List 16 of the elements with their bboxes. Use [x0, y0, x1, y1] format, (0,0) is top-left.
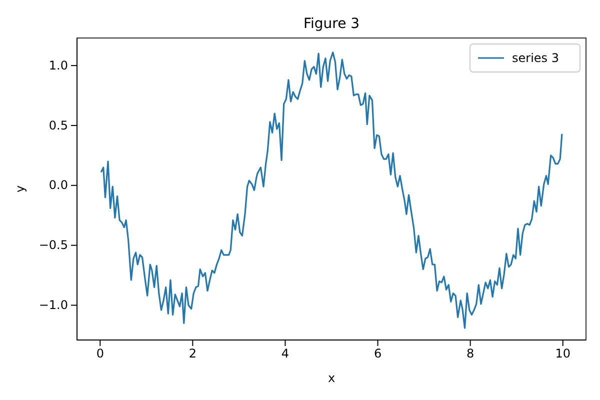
x-tick-label: 10 [555, 346, 571, 361]
line-series [100, 52, 563, 329]
legend-label: series 3 [512, 51, 559, 65]
y-tick-label: 0.0 [48, 178, 68, 192]
chart-title: Figure 3 [303, 16, 360, 32]
y-axis-title: y [13, 185, 27, 193]
x-tick-label: 0 [96, 346, 104, 361]
y-tick-label: −0.5 [38, 238, 68, 252]
x-tick-label: 4 [281, 346, 290, 361]
x-tick-label: 8 [466, 346, 474, 361]
y-tick-label: 0.5 [48, 118, 68, 132]
x-tick-label: 2 [188, 346, 196, 361]
y-tick-label: 1.0 [48, 58, 68, 72]
x-axis-title: x [328, 371, 336, 385]
x-tick-label: 6 [374, 346, 382, 361]
y-tick-label: −1.0 [38, 298, 68, 312]
